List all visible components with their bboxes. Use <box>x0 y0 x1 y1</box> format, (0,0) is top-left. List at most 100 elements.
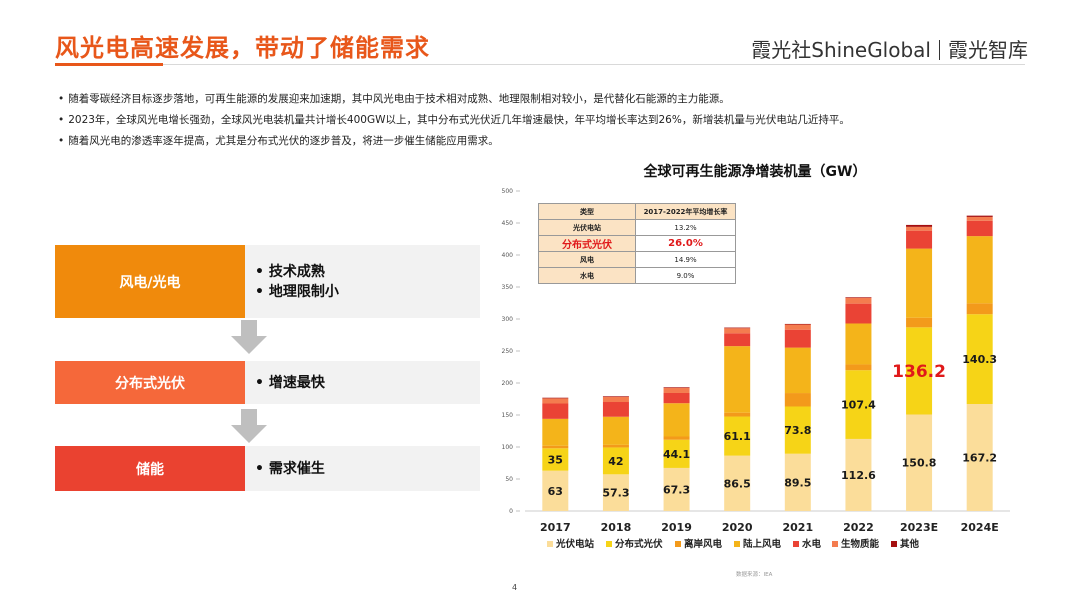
brand-left: 霞光社ShineGlobal <box>751 38 931 62</box>
bar-segment <box>906 414 933 511</box>
down-arrow-icon <box>231 409 267 443</box>
flow-points: 技术成熟 地理限制小 <box>245 262 339 302</box>
bar-segment <box>663 403 690 437</box>
bar-segment <box>724 328 751 334</box>
data-label: 63 <box>548 485 563 498</box>
bar-segment <box>724 333 751 347</box>
flow-point: 技术成熟 <box>255 262 339 282</box>
data-label: 42 <box>608 455 623 468</box>
y-tick-label: 50 <box>505 476 513 483</box>
bar-segment <box>542 397 569 399</box>
bar-segment <box>966 215 993 217</box>
bar-segment <box>602 402 629 417</box>
y-tick-label: 300 <box>502 316 514 323</box>
bar-segment <box>542 445 569 449</box>
data-label: 35 <box>548 453 563 466</box>
bar-segment <box>966 403 993 511</box>
flow-label: 风电/光电 <box>55 245 245 318</box>
bar-segment <box>906 327 933 415</box>
page-title: 风光电高速发展，带动了储能需求 <box>55 34 430 62</box>
bar-segment <box>966 303 993 315</box>
bar-segment <box>542 470 569 511</box>
x-tick-label: 2019 <box>661 521 692 534</box>
table-cell-rate: 13.2% <box>635 219 736 236</box>
table-cell-rate: 9.0% <box>635 267 736 284</box>
flow-row-storage: 储能 需求催生 <box>55 446 480 491</box>
x-tick-label: 2022 <box>843 521 874 534</box>
y-tick-label: 500 <box>502 188 514 195</box>
bullet-item: 随着零碳经济目标逐步落地，可再生能源的发展迎来加速期，其中风光电由于技术相对成熟… <box>58 89 1048 110</box>
x-tick-label: 2017 <box>540 521 571 534</box>
legend-label: 水电 <box>802 538 822 550</box>
bar-segment <box>906 224 933 227</box>
table-cell-type: 分布式光伏 <box>538 235 636 252</box>
data-label: 150.8 <box>902 457 937 470</box>
table-cell-rate: 26.0% <box>635 235 736 252</box>
flow-row-wind-solar: 风电/光电 技术成熟 地理限制小 <box>55 245 480 318</box>
brand-right: 霞光智库 <box>948 38 1028 62</box>
bar-segment <box>663 392 690 404</box>
bar-segment <box>784 329 811 348</box>
down-arrow-icon <box>231 320 267 354</box>
y-tick-label: 200 <box>502 380 514 387</box>
table-cell-rate: 14.9% <box>635 251 736 268</box>
bar-segment <box>784 453 811 511</box>
table-row: 水电 9.0% <box>538 267 736 284</box>
y-tick-label: 100 <box>502 444 514 451</box>
bar-segment <box>663 387 690 393</box>
growth-rate-table: 类型 2017-2022年平均增长率 光伏电站 13.2% 分布式光伏 26.0… <box>538 203 736 284</box>
legend-label: 其他 <box>900 538 920 550</box>
page-number: 4 <box>512 583 518 592</box>
bar-segment <box>602 444 629 448</box>
title-underline <box>55 63 163 66</box>
title-divider <box>163 64 1025 65</box>
y-tick-label: 350 <box>502 284 514 291</box>
bar-segment <box>602 447 629 475</box>
bar-segment <box>784 406 811 454</box>
bar-segment <box>784 323 811 325</box>
data-label: 112.6 <box>841 469 876 482</box>
legend-swatch <box>891 541 897 547</box>
data-label: 57.3 <box>602 487 629 500</box>
table-row-highlight: 分布式光伏 26.0% <box>538 235 736 252</box>
bar-segment <box>784 324 811 330</box>
flow-points: 需求催生 <box>245 459 325 479</box>
data-label: 67.3 <box>663 483 690 496</box>
bar-segment <box>784 393 811 407</box>
bar-segment <box>542 403 569 419</box>
bullet-list: 随着零碳经济目标逐步落地，可再生能源的发展迎来加速期，其中风光电由于技术相对成熟… <box>58 89 1048 152</box>
y-tick-label: 150 <box>502 412 514 419</box>
bar-segment <box>966 314 993 404</box>
bar-segment <box>602 474 629 511</box>
bar-segment <box>724 412 751 417</box>
flow-point: 地理限制小 <box>255 282 339 302</box>
bar-segment <box>724 346 751 413</box>
table-cell-type: 风电 <box>538 251 636 268</box>
table-cell-type: 光伏电站 <box>538 219 636 236</box>
bar-segment <box>602 416 629 445</box>
bar-segment <box>906 230 933 249</box>
bar-segment <box>845 297 872 298</box>
bar-segment <box>966 216 993 221</box>
bar-segment <box>966 236 993 304</box>
flow-row-distributed-pv: 分布式光伏 增速最快 <box>55 361 480 404</box>
bar-segment <box>845 364 872 371</box>
bar-segment <box>845 370 872 439</box>
data-label: 140.3 <box>962 353 997 366</box>
data-label: 86.5 <box>724 477 751 490</box>
bar-segment <box>906 226 933 231</box>
bar-segment <box>724 455 751 511</box>
bar-segment <box>906 248 933 318</box>
bar-segment <box>784 347 811 394</box>
legend-swatch <box>793 541 799 547</box>
y-tick-label: 250 <box>502 348 514 355</box>
legend-label: 陆上风电 <box>743 538 782 550</box>
table-cell-type: 水电 <box>538 267 636 284</box>
bar-segment <box>845 438 872 511</box>
bar-segment <box>663 467 690 511</box>
bar-segment <box>602 396 629 397</box>
flow-point: 需求催生 <box>255 459 325 479</box>
x-tick-label: 2020 <box>722 521 753 534</box>
data-label: 61.1 <box>724 430 751 443</box>
flow-label: 分布式光伏 <box>55 361 245 404</box>
